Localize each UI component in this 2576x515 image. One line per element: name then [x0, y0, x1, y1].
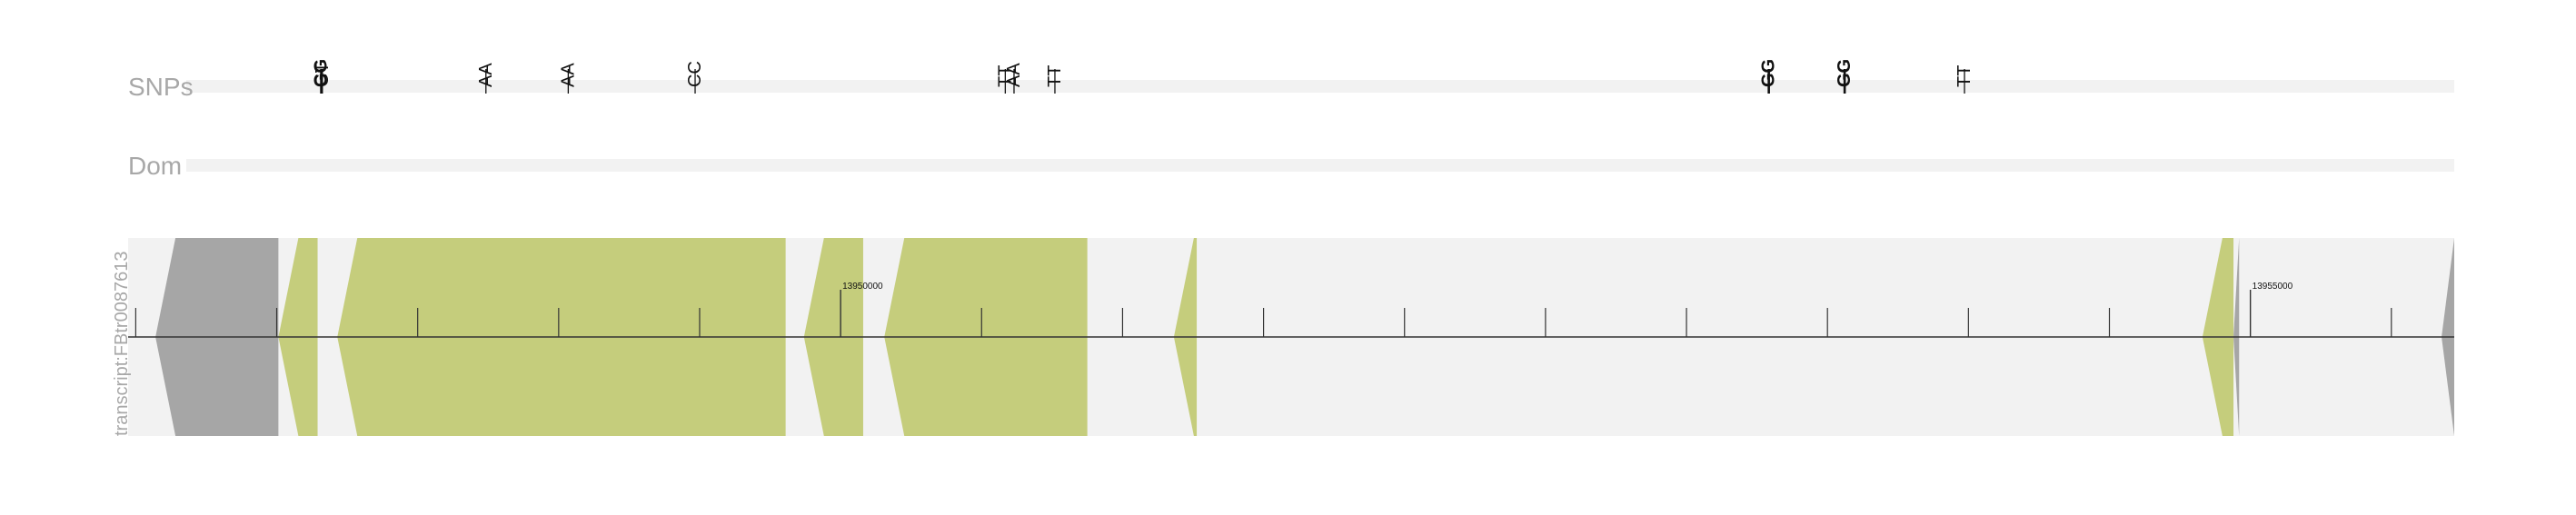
snp-genotype-label: AA	[558, 63, 578, 87]
major-tick-label: 13950000	[842, 282, 883, 292]
snp-genotype-label: TT	[995, 65, 1015, 87]
snp-genotype-label: CC	[685, 61, 705, 87]
snp-genotype-label: TT	[1954, 65, 1974, 87]
dom-track-label: Dom	[128, 152, 182, 180]
snp-track-background	[186, 80, 2454, 93]
snp-genotype-label: GG	[1835, 59, 1855, 87]
snp-genotype-label: GG	[312, 59, 332, 87]
snp-genotype-label: GG	[1759, 59, 1779, 87]
transcript-label: transcript:FBtr0087613	[112, 252, 132, 436]
snp-track-label: SNPs	[128, 73, 194, 101]
snp-genotype-label: AA	[1004, 63, 1024, 87]
transcript-track: 13950000 13955000 transcript:FBtr0087613	[112, 238, 2454, 436]
snp-genotype-label: TT	[1045, 65, 1065, 87]
snp-genotype-label: AA	[476, 63, 496, 87]
axis-ticks: 13950000 13955000	[134, 282, 2392, 337]
snp-genotype-label: GT	[313, 62, 333, 87]
dom-track-background	[186, 159, 2454, 172]
dom-track: Dom	[128, 152, 2454, 180]
major-tick-label: 13955000	[2253, 282, 2293, 292]
